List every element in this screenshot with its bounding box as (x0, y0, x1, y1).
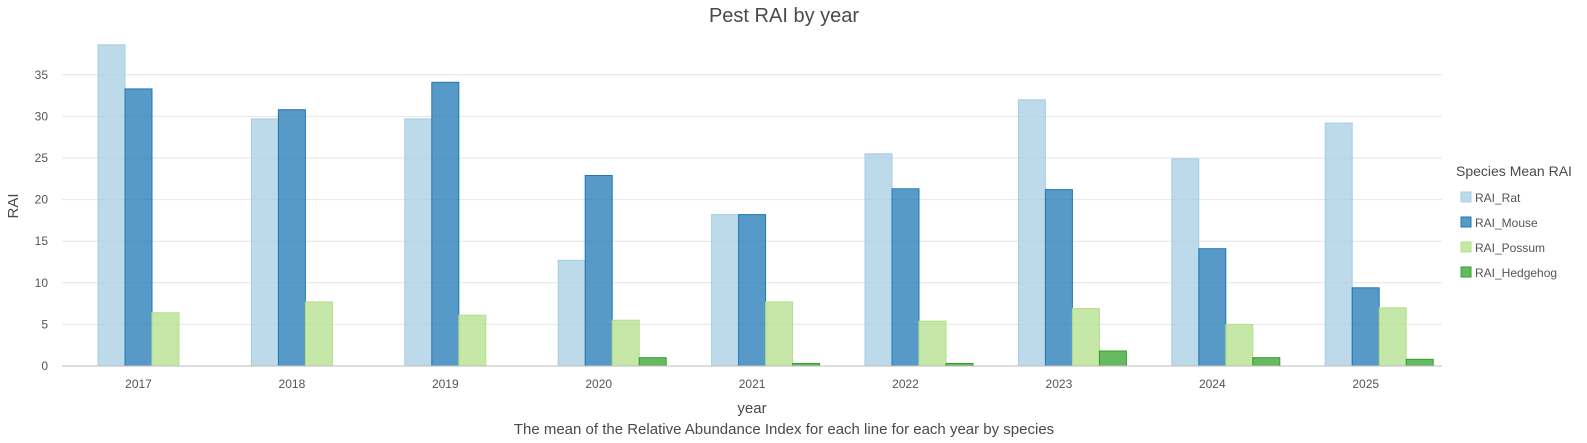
bar-rai-mouse (584, 175, 613, 367)
bar-rai-mouse (124, 88, 153, 367)
bar-rai-rat (711, 214, 740, 367)
x-tick-label: 2023 (1046, 377, 1073, 391)
bar-rai-rat (1017, 99, 1046, 367)
legend-swatch (1460, 216, 1472, 228)
y-tick-label: 30 (35, 109, 49, 123)
y-tick-label: 5 (41, 317, 48, 331)
legend-swatch (1460, 241, 1472, 253)
x-tick-label: 2018 (279, 377, 306, 391)
legend-swatch (1460, 191, 1472, 203)
y-tick-label: 35 (35, 68, 49, 82)
bar-rai-possum (765, 301, 794, 367)
bar-rai-possum (918, 320, 947, 367)
y-tick-label: 20 (35, 193, 49, 207)
x-tick-label: 2025 (1352, 377, 1379, 391)
bar-rai-possum (151, 312, 180, 367)
bar-rai-mouse (891, 188, 920, 367)
legend: RAI_Rat RAI_Mouse RAI_Possum RAI_Hedgehog (1460, 191, 1557, 280)
bar-rai-possum (1378, 307, 1407, 367)
bar-rai-mouse (1198, 248, 1227, 367)
legend-item-label: RAI_Mouse (1475, 216, 1538, 230)
bar-rai-rat (250, 118, 279, 367)
bar-rai-mouse (738, 214, 767, 367)
x-axis-label: year (737, 400, 766, 417)
legend-item-label: RAI_Rat (1475, 191, 1521, 205)
y-tick-label: 0 (41, 359, 48, 373)
bar-rai-possum (304, 301, 333, 367)
bar-rai-hedgehog (1098, 350, 1127, 367)
x-tick-label: 2020 (585, 377, 612, 391)
y-tick-labels: 0 5 10 15 20 25 30 35 (35, 68, 49, 373)
bar-rai-hedgehog (638, 357, 667, 367)
x-tick-label: 2019 (432, 377, 459, 391)
bar-rai-mouse (1351, 287, 1380, 367)
bars (97, 44, 1434, 367)
y-tick-label: 10 (35, 276, 49, 290)
x-tick-labels: 2017 2018 2019 2020 2021 2022 2023 2024 2025 (125, 377, 1379, 391)
bar-rai-possum (611, 319, 640, 367)
legend-swatch (1460, 266, 1472, 278)
bar-rai-rat (1171, 158, 1200, 367)
x-tick-label: 2021 (739, 377, 766, 391)
y-tick-label: 15 (35, 234, 49, 248)
bar-rai-hedgehog (1252, 357, 1281, 367)
chart-title: Pest RAI by year (709, 5, 859, 27)
x-tick-label: 2017 (125, 377, 152, 391)
bar-rai-mouse (431, 81, 460, 367)
legend-item-label: RAI_Hedgehog (1475, 266, 1557, 280)
legend-item-label: RAI_Possum (1475, 241, 1545, 255)
chart-caption: The mean of the Relative Abundance Index… (514, 421, 1054, 438)
legend-title: Species Mean RAI (1456, 163, 1572, 179)
y-axis-label: RAI (5, 193, 22, 218)
x-tick-label: 2022 (892, 377, 919, 391)
bar-rai-possum (1225, 323, 1254, 367)
bar-rai-rat (97, 44, 126, 367)
bar-rai-mouse (277, 109, 306, 367)
y-tick-label: 25 (35, 151, 49, 165)
bar-rai-rat (864, 153, 893, 367)
bar-rai-mouse (1044, 189, 1073, 367)
bar-rai-possum (1071, 308, 1100, 367)
bar-rai-rat (1324, 122, 1353, 367)
bar-rai-possum (458, 314, 487, 367)
bar-rai-hedgehog (1405, 358, 1434, 367)
bar-rai-rat (404, 118, 433, 367)
x-tick-label: 2024 (1199, 377, 1226, 391)
bar-rai-rat (557, 259, 586, 367)
